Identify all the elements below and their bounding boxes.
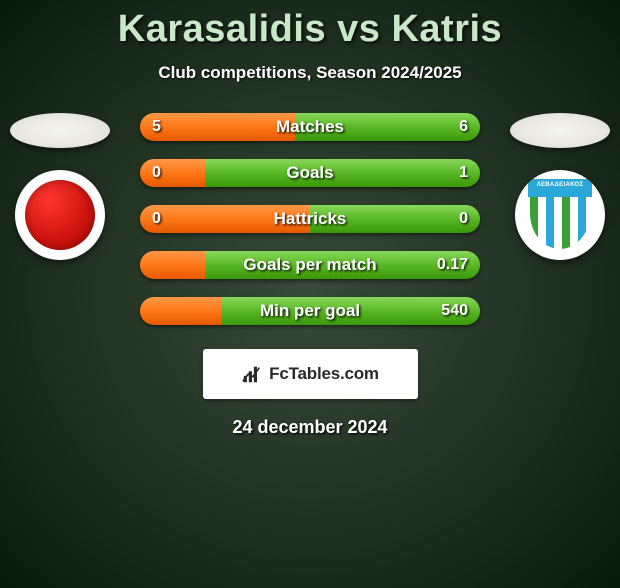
page-title: Karasalidis vs Katris [0,8,620,51]
bar-track [140,205,480,233]
date-label: 24 december 2024 [0,417,620,438]
credit-text: FcTables.com [269,364,379,384]
bar-right-fill [295,113,480,141]
bar-left-fill [140,113,295,141]
left-team-badge [15,170,105,260]
bar-left-fill [140,251,205,279]
shield-icon: ΛΕΒΑΔΕΙΑΚΟΣ [526,177,594,253]
right-player-column: ΛΕΒΑΔΕΙΑΚΟΣ [500,113,620,260]
bar-track [140,251,480,279]
right-player-photo [510,113,610,148]
bar-right-fill [205,159,480,187]
page-subtitle: Club competitions, Season 2024/2025 [0,63,620,83]
stat-row: Matches56 [140,113,480,141]
bar-track [140,113,480,141]
stat-row: Min per goal540 [140,297,480,325]
left-player-photo [10,113,110,148]
bar-track [140,159,480,187]
stat-row: Goals per match0.17 [140,251,480,279]
bar-left-fill [140,205,310,233]
credit-box: FcTables.com [203,349,418,399]
right-team-badge: ΛΕΒΑΔΕΙΑΚΟΣ [515,170,605,260]
left-player-column [0,113,120,260]
bar-right-fill [310,205,480,233]
stat-row: Goals01 [140,159,480,187]
shield-stripes [528,197,592,251]
stat-bars: Matches56 Goals01 Hattricks00 Goals per mat… [140,113,480,325]
bar-left-fill [140,159,205,187]
stats-area: ΛΕΒΑΔΕΙΑΚΟΣ Matches56 Goals01 Hattricks00 G… [0,113,620,325]
bar-chart-icon [241,363,263,385]
bar-right-fill [222,297,480,325]
shield-top-label: ΛΕΒΑΔΕΙΑΚΟΣ [526,177,594,199]
bar-left-fill [140,297,222,325]
bar-track [140,297,480,325]
bar-right-fill [205,251,480,279]
stat-row: Hattricks00 [140,205,480,233]
